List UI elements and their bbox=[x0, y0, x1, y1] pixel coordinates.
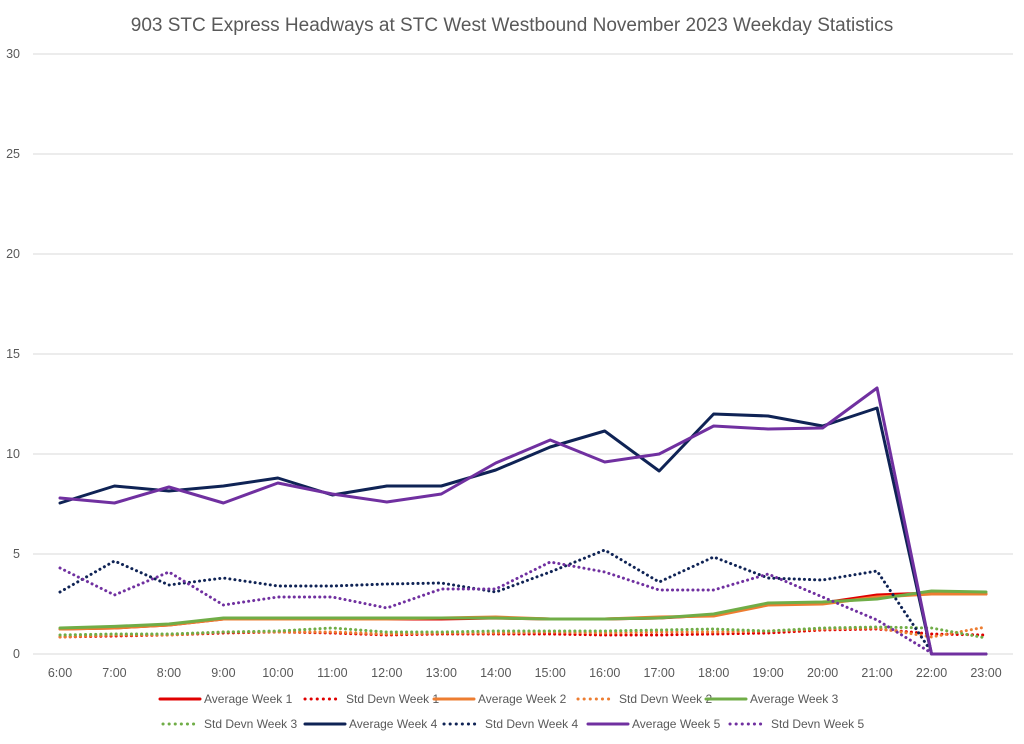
legend-label: Std Devn Week 1 bbox=[346, 692, 439, 706]
y-tick-label: 15 bbox=[6, 347, 20, 361]
x-tick-label: 11:00 bbox=[317, 666, 347, 680]
x-tick-label: 23:00 bbox=[970, 666, 1001, 680]
x-tick-label: 14:00 bbox=[480, 666, 511, 680]
legend-item: Std Devn Week 2 bbox=[576, 692, 712, 706]
y-tick-label: 10 bbox=[6, 447, 20, 461]
series-line bbox=[58, 386, 988, 656]
series-std-devn-week-5 bbox=[58, 560, 934, 655]
x-tick-label: 17:00 bbox=[644, 666, 675, 680]
y-axis-ticks: 0 5 10 15 20 25 30 bbox=[6, 47, 20, 661]
x-tick-label: 10:00 bbox=[262, 666, 293, 680]
legend-item: Std Devn Week 1 bbox=[303, 692, 439, 706]
y-tick-label: 25 bbox=[6, 147, 20, 161]
x-tick-label: 15:00 bbox=[535, 666, 566, 680]
legend-label: Std Devn Week 5 bbox=[771, 717, 864, 731]
y-tick-label: 5 bbox=[13, 547, 20, 561]
series-std-devn-week-3 bbox=[58, 625, 988, 640]
x-tick-label: 7:00 bbox=[102, 666, 126, 680]
series-line bbox=[58, 548, 934, 654]
x-tick-label: 9:00 bbox=[211, 666, 235, 680]
legend-label: Average Week 4 bbox=[349, 717, 438, 731]
series-lines bbox=[58, 386, 988, 656]
x-tick-label: 22:00 bbox=[916, 666, 947, 680]
legend-label: Average Week 2 bbox=[478, 692, 567, 706]
series-std-devn-week-1 bbox=[58, 627, 988, 639]
x-tick-label: 16:00 bbox=[589, 666, 620, 680]
legend-item: Average Week 4 bbox=[303, 717, 438, 731]
x-axis-ticks: 6:00 7:00 8:00 9:00 10:00 11:00 12:00 13:00 14:0… bbox=[48, 666, 1002, 680]
x-tick-label: 21:00 bbox=[861, 666, 892, 680]
x-tick-label: 12:00 bbox=[371, 666, 402, 680]
x-tick-label: 8:00 bbox=[157, 666, 181, 680]
legend-label: Std Devn Week 4 bbox=[485, 717, 578, 731]
gridlines bbox=[33, 53, 1013, 655]
x-tick-label: 18:00 bbox=[698, 666, 729, 680]
x-tick-label: 6:00 bbox=[48, 666, 72, 680]
series-line bbox=[58, 627, 988, 639]
legend-label: Average Week 3 bbox=[750, 692, 839, 706]
legend-label: Std Devn Week 2 bbox=[619, 692, 712, 706]
legend-item: Average Week 5 bbox=[586, 717, 721, 731]
legend: Average Week 1 Std Devn Week 1 Average Wee… bbox=[158, 692, 864, 731]
legend-item: Average Week 2 bbox=[432, 692, 567, 706]
y-tick-label: 0 bbox=[13, 647, 20, 661]
legend-item: Average Week 3 bbox=[704, 692, 839, 706]
chart-title: 903 STC Express Headways at STC West Wes… bbox=[131, 15, 893, 36]
series-std-devn-week-4 bbox=[58, 548, 934, 654]
legend-item: Std Devn Week 3 bbox=[161, 717, 297, 731]
y-tick-label: 30 bbox=[6, 47, 20, 61]
legend-item: Std Devn Week 5 bbox=[728, 717, 864, 731]
x-tick-label: 19:00 bbox=[752, 666, 783, 680]
series-line bbox=[58, 560, 934, 655]
legend-label: Average Week 1 bbox=[204, 692, 293, 706]
legend-label: Std Devn Week 3 bbox=[204, 717, 297, 731]
y-tick-label: 20 bbox=[6, 247, 20, 261]
x-tick-label: 13:00 bbox=[426, 666, 457, 680]
series-average-week-5 bbox=[58, 386, 988, 656]
legend-item: Std Devn Week 4 bbox=[442, 717, 578, 731]
legend-label: Average Week 5 bbox=[632, 717, 721, 731]
x-tick-label: 20:00 bbox=[807, 666, 838, 680]
series-line bbox=[58, 625, 988, 640]
legend-item: Average Week 1 bbox=[158, 692, 293, 706]
